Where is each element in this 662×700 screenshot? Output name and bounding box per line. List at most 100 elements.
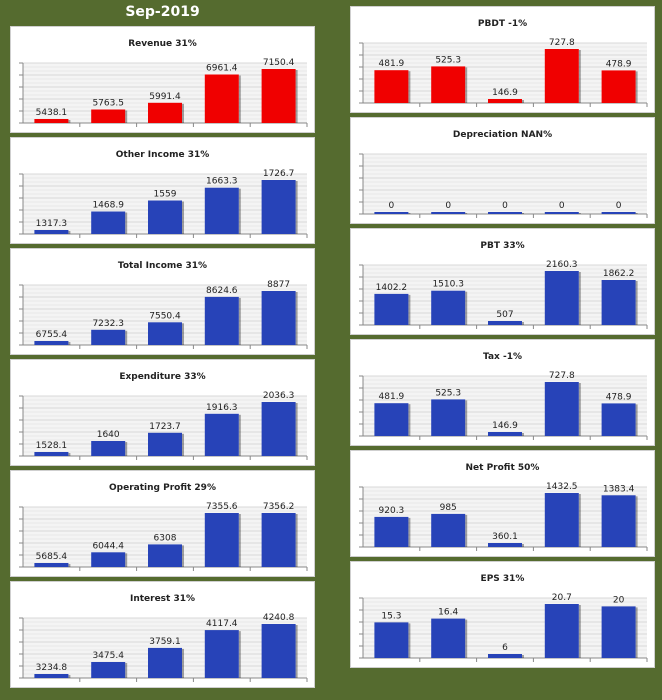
chart-title: Total Income 31% [117, 261, 208, 271]
bar-shadow [238, 631, 241, 678]
bar-shadow [182, 103, 184, 123]
bar-shadow [465, 619, 468, 658]
bar-shadow [238, 75, 241, 123]
bar-shadow [182, 323, 184, 345]
plot-area [363, 265, 647, 325]
chart-title: Tax -1% [482, 352, 522, 362]
bar-operating-profit-3 [148, 544, 182, 567]
bar-shadow [68, 231, 71, 234]
plot-area [363, 43, 647, 103]
bar-other-income-1 [34, 230, 69, 234]
data-label: 0 [559, 201, 565, 211]
bar-tax-4 [544, 382, 579, 436]
bar-net-profit-3 [488, 543, 522, 547]
bar-other-income-3 [148, 200, 182, 234]
bar-total-income-3 [148, 322, 182, 345]
chart-panel-pbdt: 481.9 525.3 146.9 727.8 478.9 PBDT -1% [350, 6, 655, 113]
bar-shadow [408, 294, 411, 325]
bar-pbdt-2 [431, 66, 466, 103]
chart-svg: 15.3 16.4 6 20.7 20 [359, 593, 648, 662]
bar-shadow [578, 383, 581, 436]
data-label: 20.7 [552, 593, 572, 603]
data-label: 7355.6 [206, 502, 238, 512]
bar-pbt-1 [374, 293, 409, 325]
data-label: 146.9 [492, 421, 518, 431]
bar-revenue-4 [204, 74, 239, 123]
bar-tax-5 [601, 403, 636, 436]
bar-shadow [465, 514, 468, 547]
data-label: 1640 [97, 430, 120, 440]
bar-shadow [295, 514, 298, 567]
bar-pbt-5 [601, 280, 636, 325]
data-label: 507 [496, 310, 513, 320]
data-label: 20 [613, 595, 625, 605]
bar-shadow [578, 272, 581, 325]
chart-svg: 920.3 985 360.1 1432.5 1383.4 [359, 482, 648, 551]
chart-svg: 5685.4 6044.4 6308 7355.6 7356.2 [19, 502, 308, 571]
bar-shadow [68, 342, 71, 345]
bar-operating-profit-4 [204, 513, 239, 567]
bar-shadow [295, 403, 298, 456]
bar-shadow [68, 120, 71, 123]
plot-area [363, 598, 647, 658]
bar-shadow [522, 433, 524, 436]
bar-pbt-4 [544, 271, 579, 325]
data-label: 1383.4 [603, 484, 635, 494]
chart-svg: 5438.1 5763.5 5991.4 6961.4 7150.4 [19, 58, 308, 127]
bar-pbdt-1 [374, 70, 409, 103]
chart-title: PBDT -1% [477, 19, 528, 29]
bar-shadow [238, 414, 241, 456]
bar-shadow [465, 213, 468, 214]
bar-shadow [635, 404, 638, 436]
bar-eps-2 [431, 618, 466, 658]
bar-shadow [522, 213, 524, 214]
bar-shadow [68, 675, 71, 678]
data-label: 7356.2 [263, 502, 295, 512]
data-label: 2160.3 [546, 260, 578, 270]
data-label: 6 [502, 643, 508, 653]
data-label: 525.3 [435, 388, 461, 398]
bar-net-profit-5 [601, 495, 636, 547]
bar-tax-1 [374, 403, 409, 436]
data-label: 0 [445, 201, 451, 211]
bar-interest-5 [261, 624, 296, 678]
chart-title: Operating Profit 29% [109, 483, 216, 493]
bar-shadow [125, 110, 128, 123]
data-label: 5438.1 [36, 108, 68, 118]
bar-interest-2 [91, 662, 126, 678]
bar-expenditure-3 [148, 432, 182, 456]
chart-panel-eps: 15.3 16.4 6 20.7 20 EPS 31% [350, 561, 655, 668]
data-label: 1402.2 [376, 283, 408, 293]
bar-shadow [125, 663, 128, 678]
data-label: 2036.3 [263, 391, 295, 401]
chart-svg: 1402.2 1510.3 507 2160.3 1862.2 [359, 260, 648, 329]
chart-title: Net Profit 50% [465, 463, 540, 473]
chart-panel-expenditure: 1528.1 1640 1723.7 1916.3 2036.3 Expenditure … [10, 359, 315, 466]
data-label: 481.9 [379, 59, 405, 69]
data-label: 1723.7 [149, 422, 181, 432]
bar-shadow [635, 607, 638, 658]
bar-shadow [635, 213, 638, 214]
bar-shadow [295, 292, 298, 345]
bar-revenue-2 [91, 109, 126, 123]
data-label: 7550.4 [149, 311, 181, 321]
bar-total-income-2 [91, 329, 126, 345]
bar-shadow [465, 400, 468, 436]
bar-shadow [295, 70, 298, 123]
data-label: 1468.9 [92, 201, 124, 211]
plot-area [363, 487, 647, 547]
bar-other-income-4 [204, 187, 239, 234]
bar-eps-4 [544, 604, 579, 658]
bar-revenue-5 [261, 69, 296, 123]
bar-eps-5 [601, 606, 636, 658]
bar-shadow [578, 213, 581, 214]
bar-interest-1 [34, 674, 69, 678]
bar-total-income-4 [204, 296, 239, 345]
chart-title: Depreciation NAN% [452, 130, 553, 140]
bar-shadow [238, 514, 241, 567]
bar-eps-3 [488, 654, 522, 658]
data-label: 5763.5 [92, 99, 124, 109]
bar-operating-profit-1 [34, 563, 69, 567]
chart-svg: 481.9 525.3 146.9 727.8 478.9 [359, 38, 648, 107]
data-label: 4117.4 [206, 619, 238, 629]
